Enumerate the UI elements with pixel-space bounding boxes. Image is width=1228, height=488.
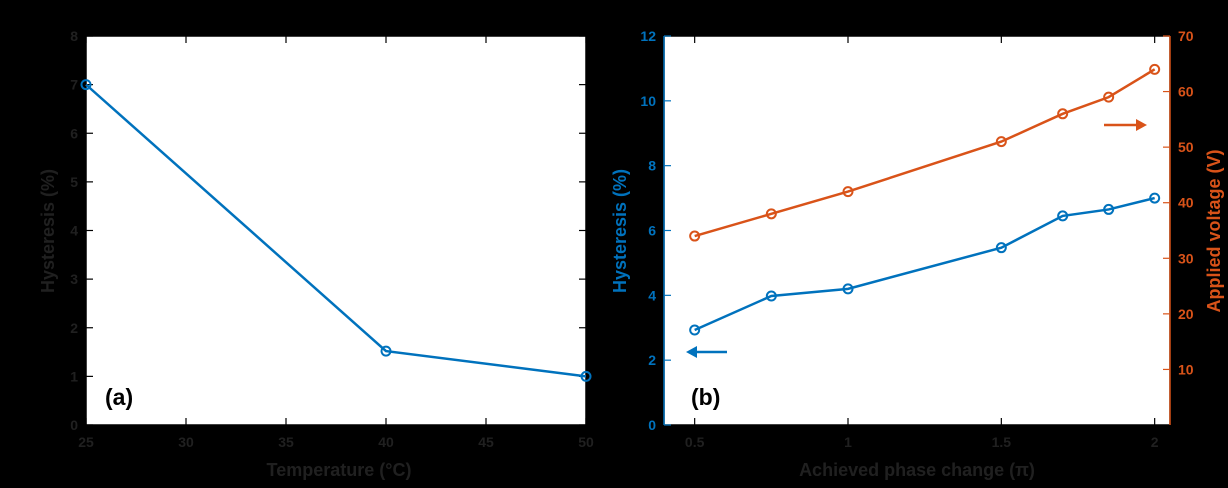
panel-b-data-point-right — [1149, 63, 1161, 75]
panel-a-y-ticks: 0 1 2 3 4 5 6 7 8 — [70, 28, 586, 433]
panel-b-left-y-tick-label: 10 — [640, 93, 656, 109]
panel-b-label: (b) — [691, 384, 720, 410]
left-arrow-head-icon — [686, 346, 697, 358]
panel-b-data-point-right — [1103, 91, 1115, 103]
panel-a-x-tick-label: 30 — [178, 434, 194, 450]
panel-a-x-tick-label: 50 — [578, 434, 594, 450]
panel-b-right-y-axis-label: Applied voltage (V) — [1204, 149, 1224, 312]
panel-b-x-tick-label: 1.5 — [992, 434, 1012, 450]
panel-a-y-axis-label: Hysteresis (%) — [38, 169, 58, 293]
panel-a-series — [80, 79, 592, 382]
panel-b-x-ticks: 0.5 1 1.5 2 — [685, 36, 1159, 450]
panel-a-plot-area — [85, 35, 587, 426]
panel-b-right-y-tick-label: 50 — [1178, 139, 1194, 155]
panel-a-y-tick-label: 5 — [70, 174, 78, 190]
panel-b-data-point-right — [765, 208, 777, 220]
panel-b-right-y-tick-label: 70 — [1178, 28, 1194, 44]
panel-b-right-y-tick-label: 10 — [1178, 361, 1194, 377]
panel-b-data-point-left — [995, 242, 1007, 254]
panel-b-series-line-right — [694, 68, 1156, 238]
panel-a-data-point — [380, 345, 392, 357]
panel-a-y-tick-label: 2 — [70, 320, 78, 336]
panel-a-x-tick-label: 40 — [378, 434, 394, 450]
panel-b-plot-area — [663, 35, 1171, 426]
panel-a-y-tick-label: 7 — [70, 77, 78, 93]
panel-b-data-point-right — [995, 136, 1007, 148]
panel-b: 0 2 4 6 8 10 12 10 20 30 40 50 60 70 0.5 1 1.5 2 (b) Ac… — [610, 28, 1224, 480]
panel-b-data-point-right — [842, 186, 854, 198]
panel-a-x-ticks: 25 30 35 40 45 50 — [78, 36, 594, 450]
panel-b-left-y-tick-label: 4 — [648, 287, 656, 303]
panel-a-y-tick-label: 3 — [70, 271, 78, 287]
panel-b-right-y-ticks: 10 20 30 40 50 60 70 — [1163, 28, 1194, 377]
panel-a-data-point — [80, 79, 92, 91]
panel-b-x-tick-label: 0.5 — [685, 434, 705, 450]
panel-b-x-tick-label: 1 — [844, 434, 852, 450]
panel-b-data-point-right — [689, 230, 701, 242]
panel-b-left-y-ticks: 0 2 4 6 8 10 12 — [640, 28, 671, 433]
panel-b-left-y-tick-label: 6 — [648, 223, 656, 239]
panel-a-y-tick-label: 4 — [70, 223, 78, 239]
panel-a-x-tick-label: 25 — [78, 434, 94, 450]
panel-a-series-line — [85, 83, 587, 378]
panel-b-right-y-tick-label: 30 — [1178, 250, 1194, 266]
panel-b-series-line-left — [694, 196, 1155, 332]
panel-b-data-point-left — [1103, 203, 1115, 215]
panel-a-y-tick-label: 6 — [70, 125, 78, 141]
panel-b-x-axis-label: Achieved phase change (π) — [799, 460, 1035, 480]
panel-b-series — [686, 63, 1161, 358]
panel-b-left-y-tick-label: 12 — [640, 28, 656, 44]
panel-a-x-axis-label: Temperature (°C) — [267, 460, 412, 480]
panel-b-x-tick-label: 2 — [1151, 434, 1159, 450]
panel-b-right-y-tick-label: 20 — [1178, 306, 1194, 322]
panel-b-data-point-left — [1057, 210, 1069, 222]
panel-b-right-y-tick-label: 60 — [1178, 84, 1194, 100]
panel-a-x-tick-label: 35 — [278, 434, 294, 450]
panel-a-y-tick-label: 0 — [70, 417, 78, 433]
panel-b-left-y-axis-label: Hysteresis (%) — [610, 169, 630, 293]
panel-a-x-tick-label: 45 — [478, 434, 494, 450]
panel-b-data-point-left — [842, 283, 854, 295]
panel-b-data-point-left — [765, 290, 777, 302]
panel-a-data-point — [580, 370, 592, 382]
panel-a-y-tick-label: 8 — [70, 28, 78, 44]
panel-b-right-y-tick-label: 40 — [1178, 195, 1194, 211]
panel-b-left-y-tick-label: 2 — [648, 352, 656, 368]
panel-b-left-y-tick-label: 0 — [648, 417, 656, 433]
panel-b-data-point-left — [689, 324, 701, 336]
panel-a-y-tick-label: 1 — [70, 368, 78, 384]
panel-a-label: (a) — [105, 384, 133, 410]
panel-b-data-point-right — [1057, 108, 1069, 120]
panel-b-data-point-left — [1149, 192, 1161, 204]
right-arrow-head-icon — [1136, 119, 1147, 131]
panel-b-left-y-tick-label: 8 — [648, 158, 656, 174]
